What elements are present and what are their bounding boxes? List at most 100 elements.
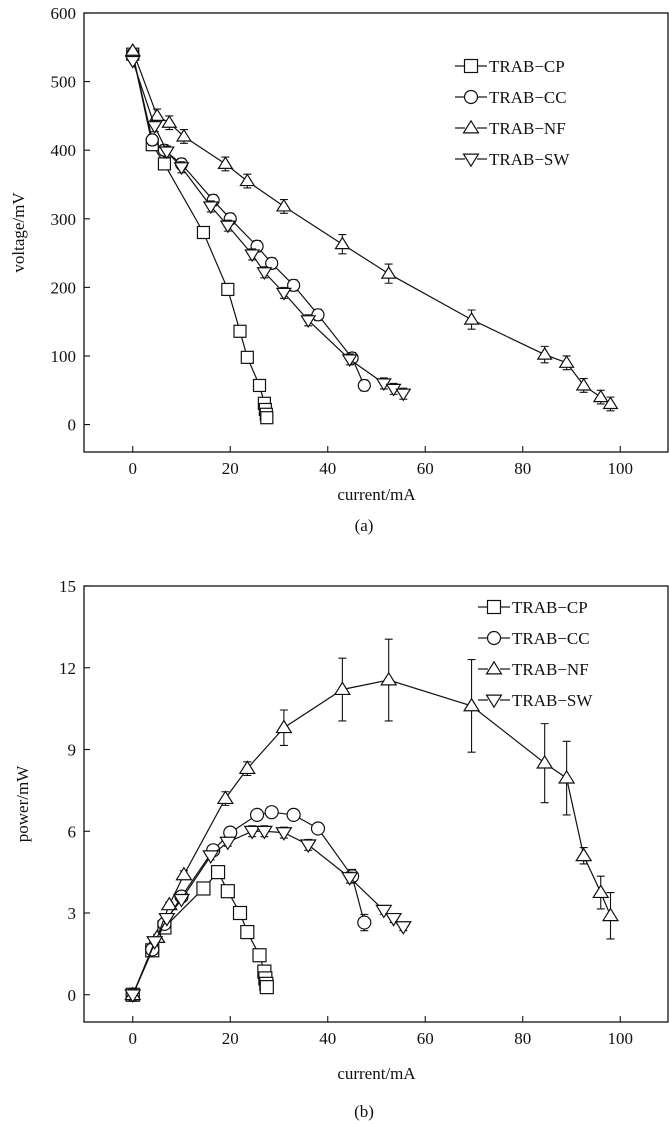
legend-label: TRAB−SW xyxy=(489,150,570,169)
series-line-trab-nf xyxy=(132,679,612,996)
legend-label: TRAB−CC xyxy=(489,88,567,107)
data-point xyxy=(240,350,254,364)
data-point xyxy=(220,884,235,899)
x-tick-label: 40 xyxy=(319,1029,336,1048)
x-tick-label: 60 xyxy=(417,1029,434,1048)
plot-frame xyxy=(83,585,669,1023)
data-point xyxy=(202,850,220,865)
data-point xyxy=(239,173,256,187)
series-trab-cp xyxy=(125,865,274,1002)
data-point xyxy=(601,907,620,922)
data-point xyxy=(260,411,274,425)
data-point xyxy=(124,989,142,1004)
data-point xyxy=(160,896,178,911)
y-tick-label: 6 xyxy=(68,822,77,841)
x-tick-label: 80 xyxy=(514,459,531,478)
data-point xyxy=(558,355,575,368)
legend-marker xyxy=(485,694,503,709)
legend: TRAB−CP TRAB−CC TRAB−NF TRAB−SW xyxy=(478,598,593,710)
y-tick-label: 300 xyxy=(51,210,77,229)
data-point xyxy=(264,805,279,820)
data-point xyxy=(238,760,256,775)
legend-marker xyxy=(485,660,503,675)
series-trab-sw xyxy=(124,825,412,1004)
data-point xyxy=(385,912,403,927)
x-tick-label: 0 xyxy=(129,459,138,478)
data-point xyxy=(196,881,211,896)
legend-item-trab-nf: TRAB−NF xyxy=(478,660,589,679)
panel-b-caption: (b) xyxy=(354,1102,374,1121)
legend-label: TRAB−CP xyxy=(512,598,588,617)
data-point xyxy=(341,354,358,368)
series-trab-sw xyxy=(124,55,412,402)
y-tick-label: 500 xyxy=(51,73,77,92)
data-point xyxy=(558,769,576,784)
series-trab-nf xyxy=(124,42,619,412)
data-point xyxy=(202,201,219,215)
data-point xyxy=(161,115,178,128)
y-axis-title: voltage/mV xyxy=(9,192,28,273)
data-point xyxy=(357,378,371,393)
y-tick-label: 12 xyxy=(59,659,76,678)
x-tick-label: 100 xyxy=(608,459,634,478)
legend-item-trab-cc: TRAB−CC xyxy=(455,88,567,107)
data-point xyxy=(275,827,293,841)
data-point xyxy=(380,671,398,686)
data-point xyxy=(463,311,480,325)
legend-label: TRAB−CP xyxy=(489,57,565,76)
data-point xyxy=(575,377,592,391)
y-tick-label: 0 xyxy=(68,416,77,435)
data-point xyxy=(175,128,192,142)
x-tick-label: 20 xyxy=(222,459,239,478)
y-tick-label: 200 xyxy=(51,278,77,297)
plot-frame xyxy=(83,12,669,453)
data-point xyxy=(275,287,292,301)
x-tick-label: 80 xyxy=(514,1029,531,1048)
x-tick-label: 60 xyxy=(417,459,434,478)
legend-marker xyxy=(486,599,502,615)
legend-marker xyxy=(462,153,480,168)
data-point xyxy=(157,157,172,171)
y-tick-label: 0 xyxy=(68,986,77,1005)
data-point xyxy=(592,389,609,403)
data-point xyxy=(255,825,273,840)
data-point xyxy=(210,865,226,880)
legend-label: TRAB−NF xyxy=(489,119,566,138)
data-point xyxy=(333,681,351,696)
y-tick-label: 15 xyxy=(59,577,76,596)
data-point xyxy=(602,396,619,410)
x-tick-label: 0 xyxy=(129,1029,138,1048)
legend-item-trab-sw: TRAB−SW xyxy=(478,691,593,710)
data-point xyxy=(217,156,234,170)
legend-marker xyxy=(462,119,480,134)
data-point xyxy=(221,282,235,297)
y-tick-label: 100 xyxy=(51,347,77,366)
legend-label: TRAB−SW xyxy=(512,691,593,710)
data-point xyxy=(395,388,412,402)
data-point xyxy=(219,836,237,851)
data-point xyxy=(463,697,481,712)
data-point xyxy=(158,912,176,927)
data-point xyxy=(146,936,164,950)
data-point xyxy=(124,55,141,69)
series-trab-cc xyxy=(126,47,371,393)
legend: TRAB−CP TRAB−CC TRAB−NF TRAB−SW xyxy=(455,57,570,169)
x-tick-label: 40 xyxy=(319,459,336,478)
legend-marker xyxy=(486,630,502,646)
data-point xyxy=(275,198,292,212)
y-tick-label: 400 xyxy=(51,141,77,160)
data-point xyxy=(394,921,412,935)
chart-power-vs-current: 0 20 40 60 80 100 0 3 6 9 12 15 current/mA power/mW TR… xyxy=(13,577,669,1083)
data-point xyxy=(216,790,234,805)
y-tick-label: 600 xyxy=(51,4,77,23)
legend-label: TRAB−NF xyxy=(512,660,589,679)
data-point xyxy=(173,162,190,176)
legend-item-trab-sw: TRAB−SW xyxy=(455,150,570,169)
data-point xyxy=(175,866,193,881)
y-tick-label: 3 xyxy=(68,904,77,923)
data-point xyxy=(252,948,267,963)
data-point xyxy=(219,220,236,234)
x-axis-title: current/mA xyxy=(337,1064,416,1083)
x-tick-label: 100 xyxy=(608,1029,634,1048)
